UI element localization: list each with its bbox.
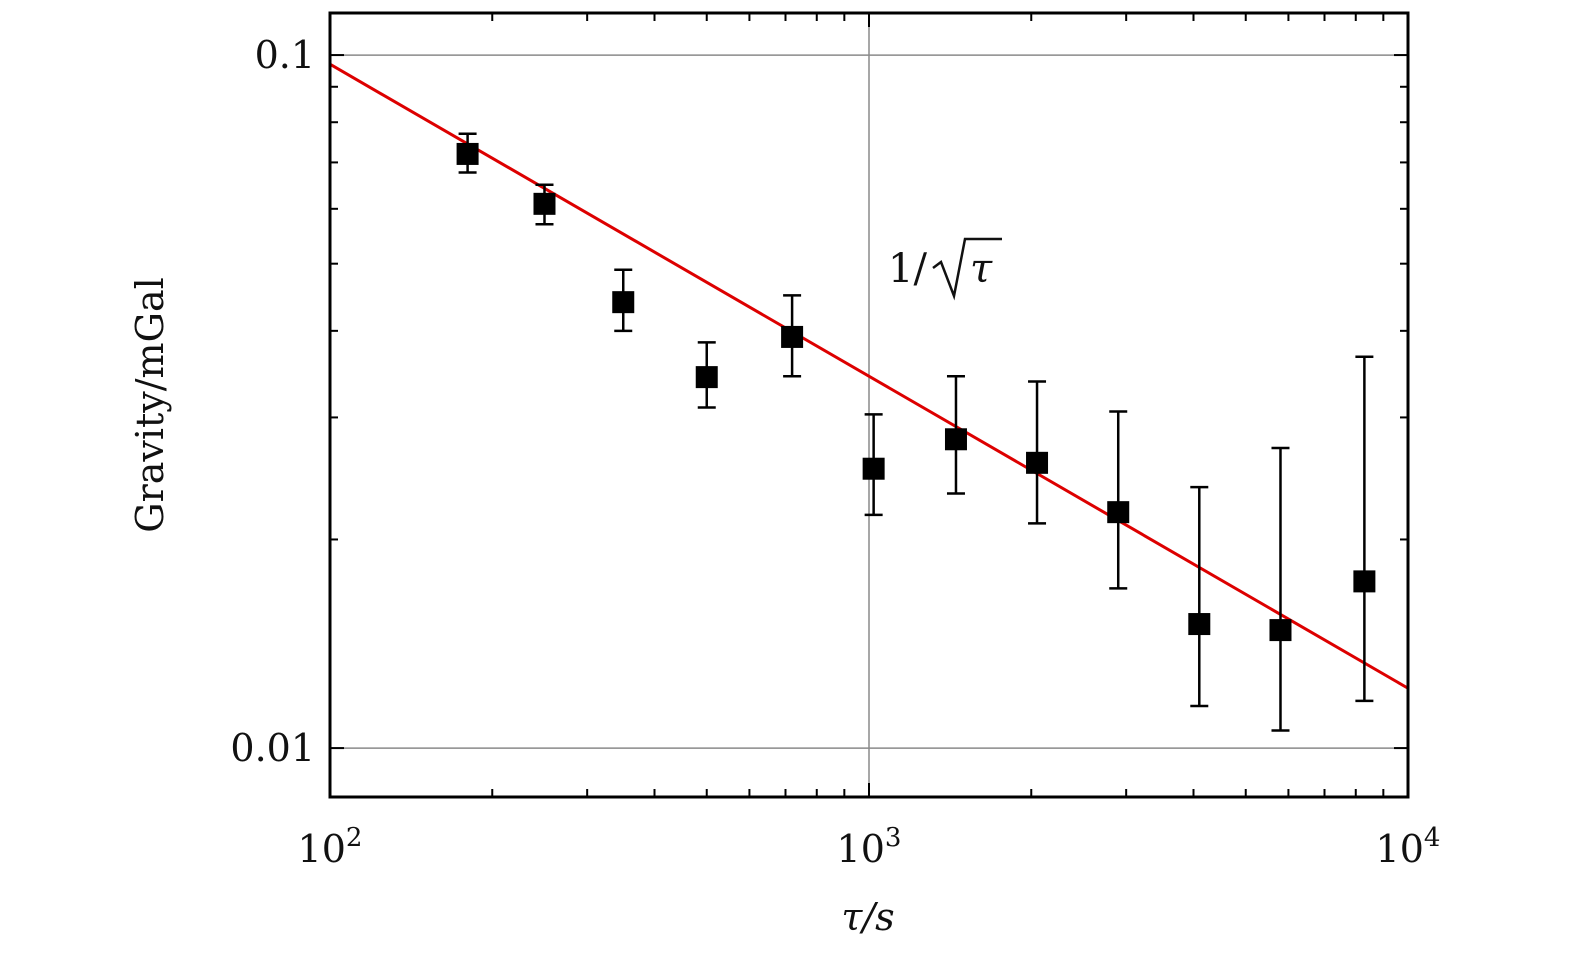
data-point-1 — [456, 132, 479, 174]
sqrt-radical — [932, 237, 1002, 301]
data-point-5 — [781, 294, 804, 378]
marker-square — [612, 291, 635, 314]
fit-line — [329, 62, 1409, 690]
x-tick-label-3: 104 — [1376, 823, 1441, 871]
x-axis-label: τ/s — [841, 895, 894, 939]
marker-square — [781, 325, 804, 348]
y-tick-label-2: 0.1 — [255, 33, 315, 77]
data-point-6 — [862, 413, 885, 517]
marker-square — [533, 192, 556, 215]
data-points-group — [456, 132, 1376, 732]
y-axis-label: Gravity/mGal — [128, 277, 172, 533]
data-point-9 — [1107, 410, 1130, 590]
annotation-symbol: τ — [970, 246, 993, 292]
data-point-12 — [1353, 355, 1376, 703]
fit-line-group — [329, 62, 1409, 690]
axis-ticks — [329, 13, 1409, 797]
x-tick-label-2: 103 — [837, 823, 902, 871]
x-tick-label-1: 102 — [298, 823, 363, 871]
data-point-8 — [1026, 380, 1049, 525]
data-point-11 — [1269, 446, 1292, 732]
data-point-2 — [533, 183, 556, 226]
data-point-3 — [612, 268, 635, 333]
marker-square — [944, 428, 967, 451]
grid-lines — [330, 13, 1408, 797]
annotation-lead: 1/ — [888, 246, 927, 292]
fit-annotation: 1/ τ — [888, 237, 1002, 301]
marker-square — [862, 457, 885, 480]
marker-square — [1026, 451, 1049, 474]
marker-square — [456, 142, 479, 165]
marker-square — [1353, 570, 1376, 593]
marker-square — [1188, 613, 1211, 636]
marker-square — [1107, 501, 1130, 524]
data-point-10 — [1188, 485, 1211, 708]
y-tick-label-1: 0.01 — [230, 726, 315, 770]
marker-square — [695, 366, 718, 389]
marker-square — [1269, 619, 1292, 642]
data-point-4 — [695, 341, 718, 409]
data-point-7 — [944, 374, 967, 495]
